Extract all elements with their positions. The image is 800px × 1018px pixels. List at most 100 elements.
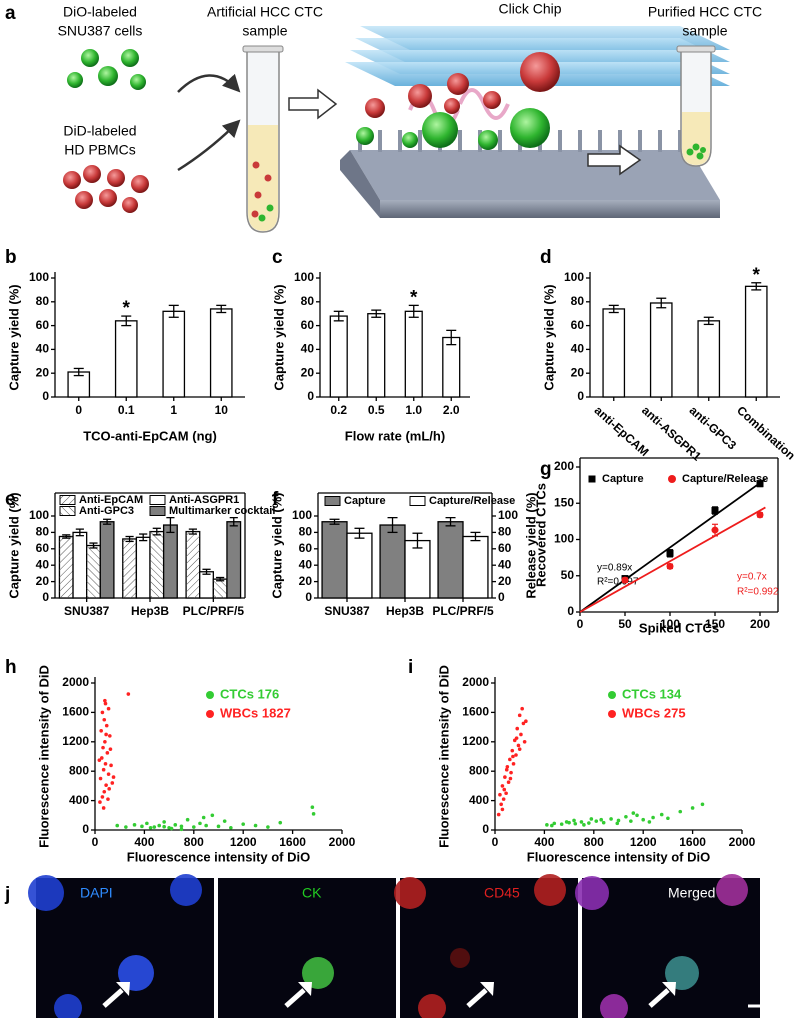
error-bar bbox=[216, 576, 225, 582]
cell bbox=[418, 994, 446, 1018]
point bbox=[564, 820, 569, 824]
point bbox=[690, 806, 695, 810]
point bbox=[266, 825, 270, 829]
legend-swatch bbox=[149, 506, 166, 516]
y2-tick-label: 40 bbox=[498, 557, 512, 571]
point bbox=[756, 480, 764, 488]
point bbox=[496, 812, 501, 817]
legend-label: Capture/Release bbox=[682, 473, 768, 485]
point bbox=[126, 692, 131, 696]
x-tick-label: SNU387 bbox=[324, 604, 370, 618]
annotation: * bbox=[123, 298, 131, 319]
x-tick-label: 10 bbox=[215, 403, 229, 417]
arrow bbox=[177, 73, 241, 93]
channel-label: CD45 bbox=[484, 885, 520, 901]
arrow-head bbox=[480, 982, 494, 996]
point bbox=[573, 821, 578, 826]
legend-label: Anti-GPC3 bbox=[79, 505, 134, 517]
point bbox=[594, 819, 599, 823]
cell bbox=[394, 877, 426, 909]
point bbox=[629, 819, 633, 823]
red-cells bbox=[63, 165, 149, 213]
point bbox=[621, 576, 629, 584]
legend-swatch bbox=[149, 495, 166, 505]
x-tick-label: 2000 bbox=[329, 835, 356, 849]
legend-hatch bbox=[59, 506, 76, 516]
point bbox=[501, 797, 506, 801]
cell bbox=[665, 956, 699, 990]
legend-label: Anti-ASGPR1 bbox=[169, 494, 239, 506]
cell bbox=[450, 948, 470, 968]
error-bar bbox=[121, 315, 132, 327]
x-tick-label: 150 bbox=[705, 617, 725, 631]
bar bbox=[697, 320, 721, 398]
image-panels: j DAPI CK CD45 Merged bbox=[4, 874, 772, 1018]
point bbox=[511, 762, 516, 766]
bar bbox=[462, 535, 489, 599]
error-bar bbox=[446, 329, 457, 346]
x-tick-label: 800 bbox=[184, 835, 204, 849]
y-tick-label: 0 bbox=[305, 590, 312, 604]
point bbox=[582, 823, 586, 827]
point bbox=[108, 734, 112, 738]
point bbox=[506, 780, 511, 785]
point bbox=[522, 740, 527, 744]
legend-label: CTCs 134 bbox=[622, 686, 682, 701]
y-axis-label: Fluorescence intensity of DiD bbox=[436, 665, 451, 848]
y-tick-label: 20 bbox=[571, 365, 585, 379]
point bbox=[519, 732, 523, 737]
y-axis-label: Recovered CTCs bbox=[533, 483, 548, 587]
point bbox=[756, 511, 764, 519]
legend-marker bbox=[588, 475, 596, 483]
point bbox=[505, 764, 510, 769]
point bbox=[104, 723, 109, 728]
point bbox=[97, 758, 102, 762]
cell bbox=[170, 874, 202, 906]
y-tick-label: 80 bbox=[36, 525, 50, 539]
legend-marker bbox=[608, 691, 616, 699]
x-tick-label: SNU387 bbox=[64, 604, 110, 618]
point bbox=[666, 816, 670, 821]
point bbox=[105, 751, 110, 755]
legend-label: Multimarker cocktail bbox=[169, 505, 275, 517]
x-tick-label: PLC/PRF/5 bbox=[183, 604, 245, 618]
y2-tick-label: 80 bbox=[498, 525, 512, 539]
y2-tick-label: 60 bbox=[498, 541, 512, 555]
error-bar bbox=[216, 304, 227, 314]
bar bbox=[114, 320, 138, 398]
point bbox=[521, 721, 526, 726]
y-tick-label: 0 bbox=[42, 389, 49, 403]
point bbox=[504, 767, 509, 772]
point bbox=[311, 812, 316, 816]
fit-line bbox=[579, 506, 766, 613]
label: sample bbox=[682, 23, 727, 39]
point bbox=[148, 825, 153, 830]
error-bar bbox=[387, 516, 398, 534]
fit-r-squared: R²=0.997 bbox=[597, 577, 639, 588]
y-tick-label: 1200 bbox=[62, 734, 89, 748]
error-bar bbox=[125, 535, 134, 543]
y-tick-label: 60 bbox=[571, 318, 585, 332]
point bbox=[216, 824, 221, 829]
error-bar bbox=[73, 367, 84, 377]
y-tick-label: 20 bbox=[36, 365, 50, 379]
point bbox=[101, 745, 105, 750]
y2-axis-label: Release yield (%) bbox=[523, 492, 538, 598]
x-axis-label: TCO-anti-EpCAM (ng) bbox=[83, 428, 217, 443]
cell bbox=[28, 875, 64, 911]
point bbox=[500, 784, 505, 788]
point bbox=[210, 813, 215, 818]
panel-letter: e bbox=[5, 489, 16, 510]
point bbox=[198, 821, 202, 826]
error-bar bbox=[168, 304, 179, 318]
error-bar bbox=[333, 310, 344, 322]
error-bar bbox=[608, 304, 619, 314]
point bbox=[499, 802, 503, 807]
arrow bbox=[288, 88, 338, 120]
error-bar bbox=[229, 516, 238, 527]
annotation: * bbox=[410, 287, 418, 308]
point bbox=[106, 797, 110, 801]
point bbox=[100, 710, 105, 715]
bar bbox=[226, 521, 242, 599]
bar bbox=[404, 539, 431, 599]
